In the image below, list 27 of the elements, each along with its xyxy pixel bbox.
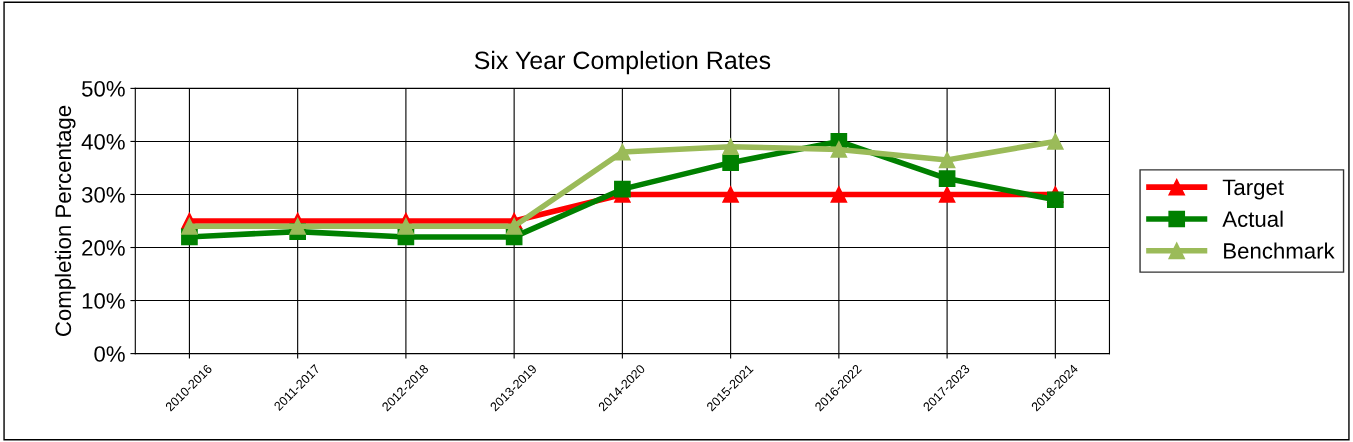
point xyxy=(1047,191,1064,209)
point xyxy=(938,186,956,203)
y-tick-label: 10% xyxy=(82,293,125,309)
y-tick-label: 30% xyxy=(81,187,125,203)
point xyxy=(722,154,739,171)
point xyxy=(830,141,848,158)
point xyxy=(614,180,631,198)
point xyxy=(1047,133,1064,150)
y-tick-label: 20% xyxy=(82,240,125,256)
y-tick-label: 0% xyxy=(94,346,125,362)
point xyxy=(938,170,956,187)
point xyxy=(938,151,956,169)
point xyxy=(722,186,739,203)
point xyxy=(397,217,415,235)
point xyxy=(505,217,523,235)
y-tick-label: 40% xyxy=(81,133,125,150)
point xyxy=(614,143,631,161)
point xyxy=(181,217,198,235)
y-axis-title: Completion Percentage xyxy=(54,105,76,336)
legend-label: Actual xyxy=(1222,210,1283,227)
y-tick-label: 50% xyxy=(81,80,125,97)
legend-label: Benchmark xyxy=(1224,242,1335,259)
point xyxy=(722,138,739,156)
chart-title: Six Year Completion Rates xyxy=(474,50,771,75)
point xyxy=(830,186,848,203)
point xyxy=(289,217,306,235)
legend-label: Target xyxy=(1222,179,1284,200)
